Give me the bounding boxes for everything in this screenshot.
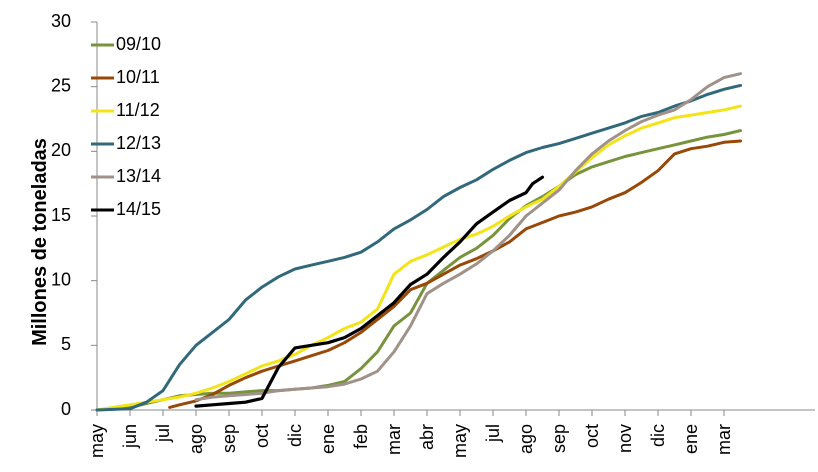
series-line-14-15	[194, 175, 545, 408]
x-axis: may jun jul ago sep oct dic ene feb mar abr may jul a…	[87, 409, 815, 458]
series-lines	[95, 72, 742, 412]
legend-label: 14/15	[116, 199, 161, 219]
x-tick-label: ago	[186, 424, 206, 454]
legend-label: 11/12	[116, 100, 160, 120]
y-tick-label: 0	[61, 399, 71, 419]
x-tick-label: sep	[549, 424, 569, 453]
legend-label: 09/10	[116, 34, 161, 54]
series-line-11-12	[95, 104, 742, 412]
legend-label: 10/11	[116, 67, 160, 87]
x-tick-label: abr	[417, 424, 437, 450]
series-line-12-13	[95, 83, 742, 412]
legend-label: 12/13	[116, 133, 161, 153]
x-tick-label: may	[450, 424, 470, 458]
series-line-09-10	[95, 129, 742, 412]
y-tick-label: 30	[51, 11, 71, 31]
legend-label: 13/14	[116, 166, 161, 186]
y-tick-label: 10	[51, 269, 71, 289]
y-axis-title: Millones de toneladas	[29, 138, 51, 346]
x-tick-label: jul	[153, 424, 173, 443]
y-axis: 0 5 10 15 20 25 30	[51, 11, 98, 419]
y-tick-label: 15	[51, 205, 71, 225]
x-tick-label: may	[87, 424, 107, 458]
x-tick-label: oct	[582, 424, 602, 448]
series-line-10-11	[168, 139, 742, 409]
x-tick-label: sep	[219, 424, 239, 453]
y-tick-label: 5	[61, 334, 71, 354]
series-line-13-14	[194, 72, 742, 402]
x-tick-label: nov	[615, 424, 635, 453]
x-tick-label: dic	[648, 424, 668, 447]
x-tick-label: dic	[285, 424, 305, 447]
x-tick-label: feb	[351, 424, 371, 449]
x-tick-label: jul	[483, 424, 503, 443]
x-tick-label: mar	[384, 424, 404, 455]
x-tick-label: oct	[252, 424, 272, 448]
x-tick-label: ene	[318, 424, 338, 454]
x-tick-label: jun	[120, 424, 140, 449]
legend: 09/10 10/11 11/12 12/13 13/14 14/15	[91, 34, 161, 219]
x-tick-label: mar	[714, 424, 734, 455]
y-tick-label: 25	[51, 75, 71, 95]
y-tick-label: 20	[51, 140, 71, 160]
x-tick-label: ene	[681, 424, 701, 454]
x-tick-label: ago	[516, 424, 536, 454]
